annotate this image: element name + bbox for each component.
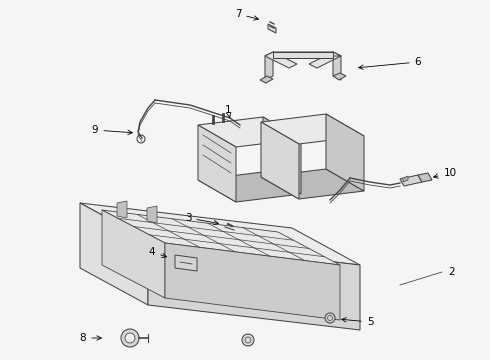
Polygon shape bbox=[261, 114, 364, 144]
Polygon shape bbox=[261, 122, 299, 199]
Polygon shape bbox=[418, 173, 432, 182]
Polygon shape bbox=[265, 52, 273, 80]
Text: 8: 8 bbox=[80, 333, 101, 343]
Polygon shape bbox=[198, 117, 301, 147]
Polygon shape bbox=[309, 52, 341, 68]
Text: 5: 5 bbox=[342, 317, 373, 327]
Polygon shape bbox=[403, 176, 408, 182]
Polygon shape bbox=[273, 52, 333, 58]
Polygon shape bbox=[261, 169, 364, 199]
Circle shape bbox=[121, 329, 139, 347]
Polygon shape bbox=[263, 117, 301, 194]
Text: 9: 9 bbox=[92, 125, 132, 135]
Polygon shape bbox=[333, 52, 341, 80]
Text: 4: 4 bbox=[148, 247, 167, 257]
Polygon shape bbox=[260, 76, 273, 83]
Polygon shape bbox=[102, 210, 165, 298]
Polygon shape bbox=[326, 114, 364, 191]
Polygon shape bbox=[225, 229, 234, 238]
Polygon shape bbox=[198, 172, 301, 202]
Text: 6: 6 bbox=[359, 57, 421, 69]
Polygon shape bbox=[80, 203, 360, 265]
Polygon shape bbox=[265, 52, 297, 68]
Polygon shape bbox=[198, 125, 236, 202]
Text: 3: 3 bbox=[185, 213, 219, 225]
Polygon shape bbox=[400, 175, 422, 186]
Text: 7: 7 bbox=[235, 9, 258, 20]
Polygon shape bbox=[102, 210, 340, 265]
Polygon shape bbox=[165, 243, 340, 320]
Circle shape bbox=[242, 334, 254, 346]
Polygon shape bbox=[268, 24, 276, 33]
Polygon shape bbox=[175, 255, 197, 271]
Polygon shape bbox=[80, 203, 148, 305]
Text: 10: 10 bbox=[434, 168, 457, 178]
Polygon shape bbox=[333, 73, 346, 80]
Text: 2: 2 bbox=[449, 267, 455, 277]
Polygon shape bbox=[147, 206, 157, 223]
Polygon shape bbox=[148, 240, 360, 330]
Polygon shape bbox=[117, 201, 127, 218]
Circle shape bbox=[325, 313, 335, 323]
Text: 1: 1 bbox=[225, 105, 231, 118]
Circle shape bbox=[125, 333, 135, 343]
Polygon shape bbox=[273, 52, 341, 56]
